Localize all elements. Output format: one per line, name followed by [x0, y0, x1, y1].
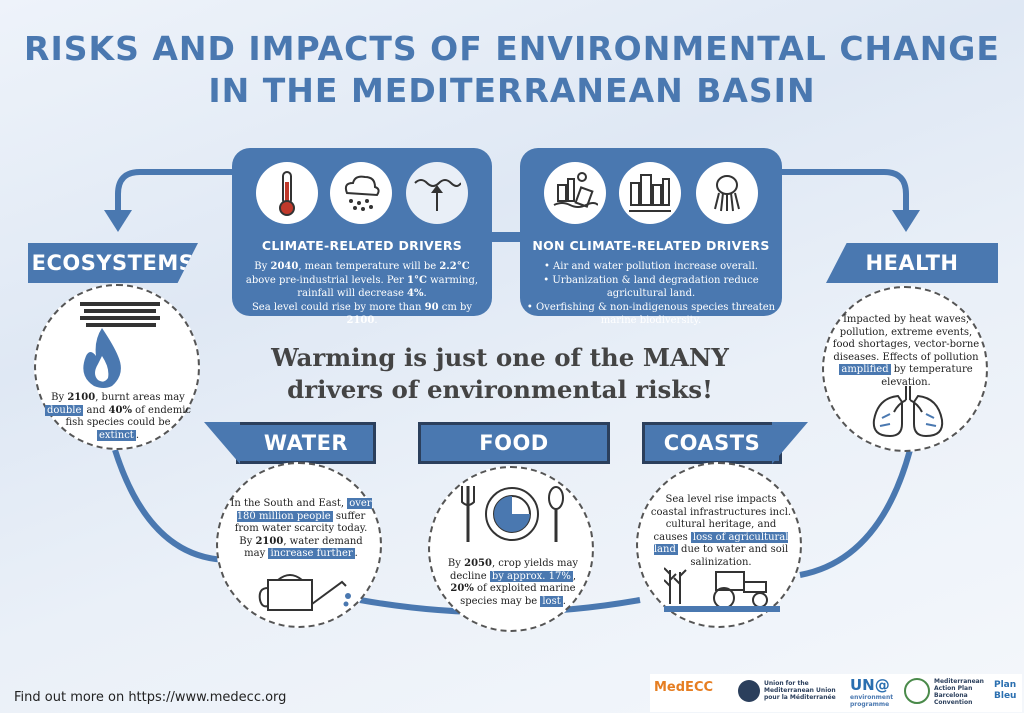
rain-cloud-icon: [330, 162, 392, 224]
page-title: RISKS AND IMPACTS OF ENVIRONMENTAL CHANG…: [0, 28, 1024, 112]
medecc-logo: MedECC: [654, 680, 714, 695]
coasts-circle: Sea level rise impacts coastal infrastru…: [636, 462, 802, 628]
un-logo: UN@: [850, 676, 890, 694]
ufm-logo-icon: [738, 680, 760, 702]
health-circle: Impacted by heat waves, pollution, extre…: [822, 286, 988, 452]
urbanization-icon: [619, 162, 681, 224]
ecosystems-text: By 2100, burnt areas may double and 40% …: [44, 392, 192, 441]
logo-strip: MedECC Union for the Mediterranean Union…: [650, 674, 1022, 712]
main-message: Warming is just one of the MANY drivers …: [230, 342, 770, 406]
water-circle: In the South and East, over 180 million …: [216, 462, 382, 628]
title-line-1: RISKS AND IMPACTS OF ENVIRONMENTAL CHANG…: [24, 29, 1000, 68]
lungs-icon: [872, 386, 944, 438]
non-climate-item: • Overfishing & non-indigenous species t…: [526, 301, 776, 327]
coasts-text: Sea level rise impacts coastal infrastru…: [650, 494, 792, 568]
food-label: FOOD: [418, 422, 610, 464]
main-message-line-1: Warming is just one of the MANY: [271, 343, 729, 372]
climate-text: By 2040, mean temperature will be 2.2°C …: [245, 261, 479, 326]
pollution-icon: [544, 162, 606, 224]
tractor-crops-icon: [664, 567, 780, 612]
ufm-logo: Union for the Mediterranean Union pour l…: [764, 680, 836, 701]
ecosystems-circle: By 2100, burnt areas may double and 40% …: [34, 284, 200, 450]
water-text: In the South and East, over 180 million …: [230, 498, 372, 559]
main-message-line-2: drivers of environmental risks!: [287, 375, 713, 404]
map-logo-icon: [904, 678, 930, 704]
non-climate-item: • Air and water pollution increase overa…: [543, 261, 758, 272]
health-text: Impacted by heat waves, pollution, extre…: [832, 314, 980, 388]
invasive-species-icon: [696, 162, 758, 224]
plate-fish-icon: [461, 486, 564, 542]
coasts-label-tail: [772, 422, 808, 464]
water-label: WATER: [236, 422, 376, 464]
health-label: HEALTH: [826, 243, 998, 283]
watering-can-icon: [258, 574, 351, 611]
sea-level-rise-icon: [406, 162, 468, 224]
plan-bleu-logo: Plan Bleu: [994, 680, 1017, 701]
unep-logo: environment programme: [850, 694, 894, 708]
ecosystems-label: ECOSYSTEMS: [28, 243, 198, 283]
thermometer-icon: [256, 162, 318, 224]
non-climate-text: • Air and water pollution increase overa…: [526, 260, 776, 328]
climate-drivers-panel: CLIMATE-RELATED DRIVERS By 2040, mean te…: [232, 148, 492, 326]
food-circle: By 2050, crop yields may decline by appr…: [428, 466, 594, 632]
footer-link[interactable]: Find out more on https://www.medecc.org: [14, 690, 287, 705]
fish-school-icon: [80, 302, 160, 327]
non-climate-heading: NON CLIMATE-RELATED DRIVERS: [532, 238, 770, 253]
map-logo: Mediterranean Action Plan Barcelona Conv…: [934, 678, 984, 706]
non-climate-item: • Urbanization & land degradation reduce…: [543, 274, 759, 300]
food-text: By 2050, crop yields may decline by appr…: [447, 558, 579, 607]
title-line-2: IN THE MEDITERRANEAN BASIN: [208, 71, 816, 110]
water-label-tail: [204, 422, 240, 464]
climate-heading: CLIMATE-RELATED DRIVERS: [261, 238, 463, 253]
coasts-label: COASTS: [642, 422, 782, 464]
non-climate-drivers-panel: NON CLIMATE-RELATED DRIVERS • Air and wa…: [520, 148, 782, 326]
fire-icon: [83, 328, 121, 388]
